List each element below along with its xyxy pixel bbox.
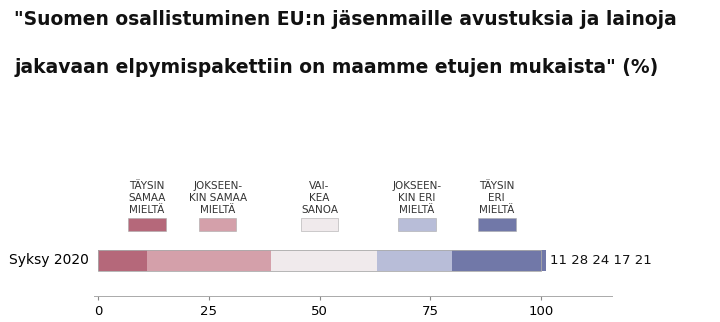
Bar xyxy=(452,250,546,271)
Text: JOKSEEN-
KIN SAMAA
MIELTÄ: JOKSEEN- KIN SAMAA MIELTÄ xyxy=(189,182,247,215)
FancyBboxPatch shape xyxy=(199,218,236,231)
Text: "Suomen osallistuminen EU:n jäsenmaille avustuksia ja lainoja: "Suomen osallistuminen EU:n jäsenmaille … xyxy=(14,10,677,29)
FancyBboxPatch shape xyxy=(301,218,338,231)
Bar xyxy=(98,250,541,271)
FancyBboxPatch shape xyxy=(128,218,166,231)
Text: 11 28 24 17 21: 11 28 24 17 21 xyxy=(550,254,652,267)
Bar xyxy=(147,250,271,271)
Text: TÄYSIN
SAMAA
MIELTÄ: TÄYSIN SAMAA MIELTÄ xyxy=(128,182,166,215)
Text: VAI-
KEA
SANOA: VAI- KEA SANOA xyxy=(301,182,338,215)
Bar xyxy=(271,250,377,271)
Text: JOKSEEN-
KIN ERI
MIELTÄ: JOKSEEN- KIN ERI MIELTÄ xyxy=(392,182,441,215)
Text: Syksy 2020: Syksy 2020 xyxy=(9,253,89,268)
Text: TÄYSIN
ERI
MIELTÄ: TÄYSIN ERI MIELTÄ xyxy=(479,182,515,215)
FancyBboxPatch shape xyxy=(398,218,436,231)
Bar xyxy=(377,250,452,271)
Bar xyxy=(98,250,147,271)
Text: jakavaan elpymispakettiin on maamme etujen mukaista" (%): jakavaan elpymispakettiin on maamme etuj… xyxy=(14,58,659,77)
FancyBboxPatch shape xyxy=(478,218,516,231)
